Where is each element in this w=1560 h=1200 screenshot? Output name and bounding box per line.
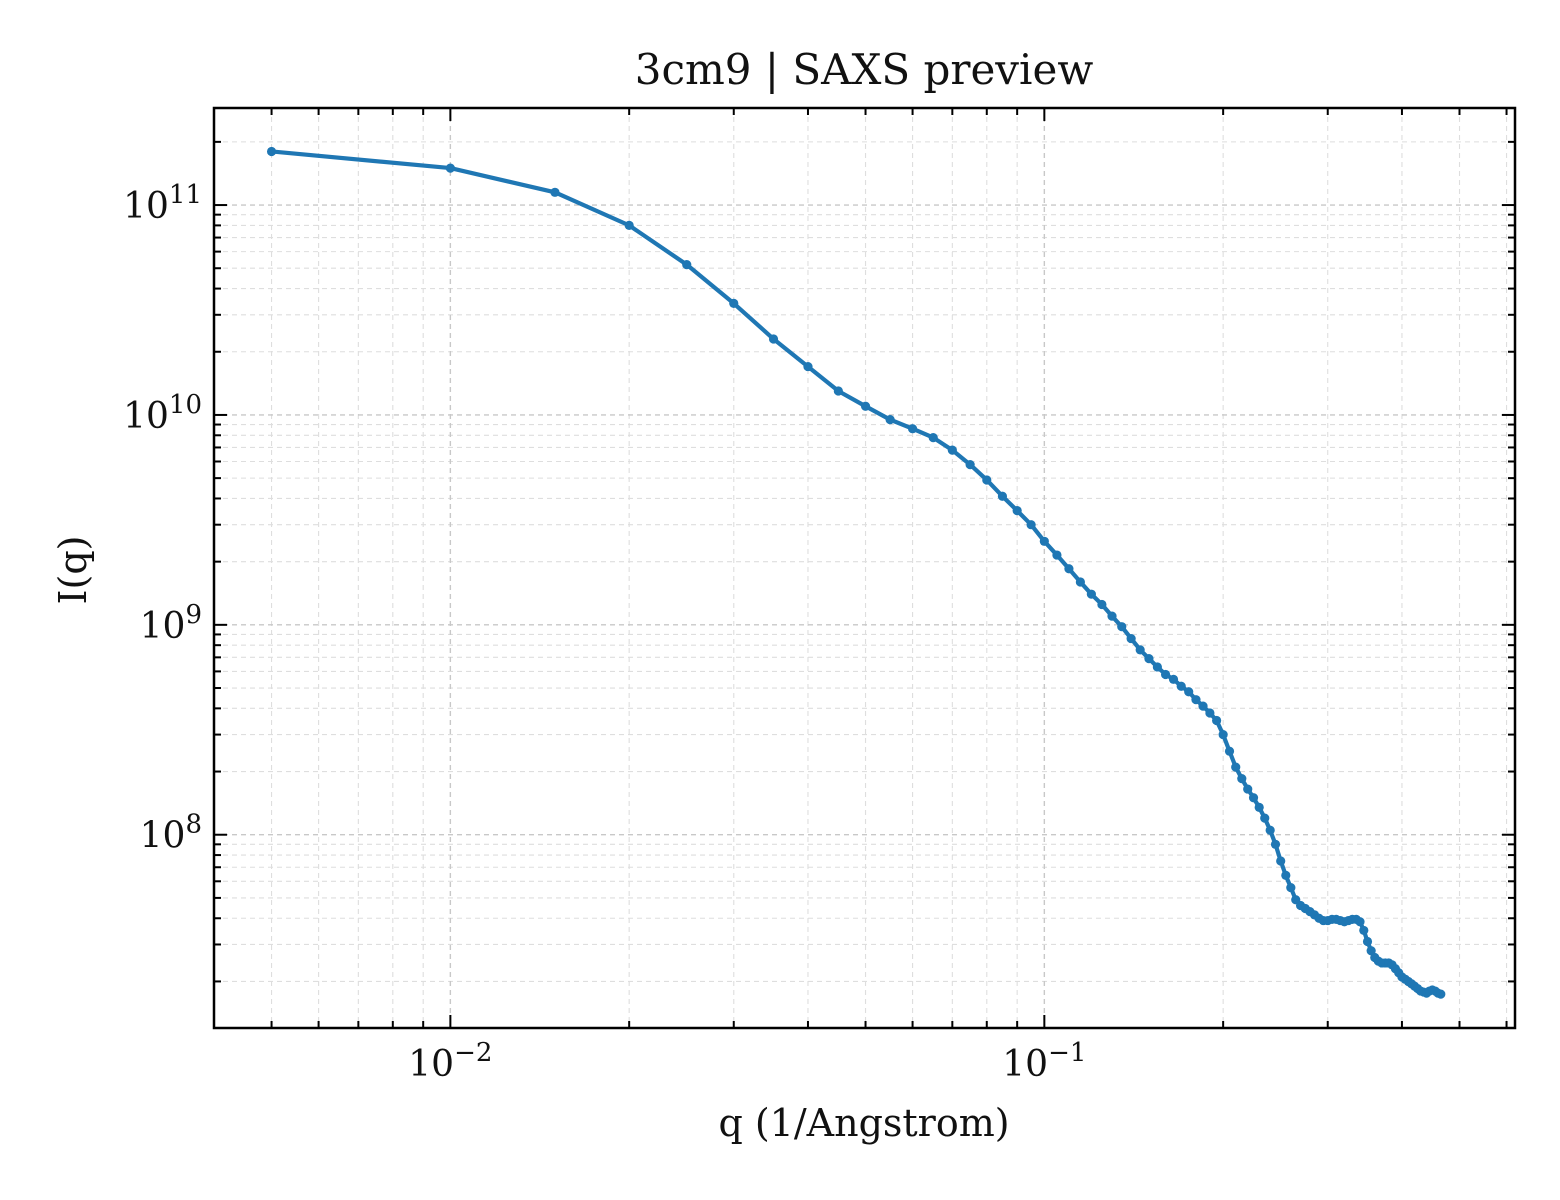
data-point [997,491,1008,501]
data-point [1205,708,1215,718]
x-tick-label: 10−2 [408,1038,492,1085]
data-point [907,424,918,434]
data-point [682,260,692,270]
data-point [1107,611,1117,621]
data-point [928,432,938,443]
data-point [885,415,895,425]
x-tick-label: 10−1 [1002,1038,1086,1085]
data-point [1270,839,1281,849]
data-point [1012,506,1022,516]
data-point [1286,882,1296,893]
data-point [1191,695,1201,705]
data-point [965,459,975,470]
data-point [947,445,957,455]
data-point [982,475,992,485]
y-tick-label: 108 [140,810,202,857]
data-point [1366,946,1376,956]
data-point [803,361,813,372]
y-tick-label: 1011 [123,180,202,227]
data-point [768,334,779,344]
major-grid [214,108,1515,1028]
data-point [1144,654,1154,664]
data-point [1160,669,1171,680]
x-axis-label: q (1/Angstrom) [718,1101,1009,1145]
data-point [1039,536,1049,546]
y-tick-label: 109 [140,600,202,647]
series-layer [266,146,1446,999]
data-point [550,187,560,197]
data-point [1026,520,1036,530]
data-point [1198,701,1208,711]
data-point [1075,577,1085,587]
data-point [1362,936,1373,947]
data-point [1064,564,1074,574]
data-point [729,298,739,308]
data-point [1097,599,1107,610]
data-point [1276,856,1286,866]
data-point [833,386,843,396]
data-point [1218,729,1228,740]
data-point [1117,622,1127,632]
data-point [1260,813,1270,823]
data-point [1248,793,1259,803]
data-point [1231,762,1241,772]
data-point [860,401,871,411]
data-point [1126,633,1136,644]
data-point [1176,681,1186,691]
data-point [1184,687,1194,697]
data-point [624,220,634,230]
data-point [1152,662,1162,672]
data-point [1237,774,1247,784]
data-point [1355,917,1365,927]
data-point [1265,825,1275,835]
data-point [1224,746,1235,756]
data-point [445,163,455,173]
plot-frame [212,106,1517,1030]
y-axis-label: I(q) [51,536,95,605]
data-point [1052,550,1062,560]
tick-labels: 10−2 10−1 108 109 1010 1011 [123,180,1086,1085]
data-point [1168,674,1179,684]
chart-title: 3cm9 | SAXS preview [635,45,1094,94]
data-point [1281,870,1291,881]
data-point [1086,589,1096,599]
data-point [1212,715,1222,726]
data-point [1436,989,1446,999]
data-point [1254,802,1264,812]
y-tick-label: 1010 [123,390,202,437]
data-point [1359,925,1369,936]
data-point [1135,645,1145,655]
data-point [266,146,277,157]
data-point [1243,784,1253,794]
